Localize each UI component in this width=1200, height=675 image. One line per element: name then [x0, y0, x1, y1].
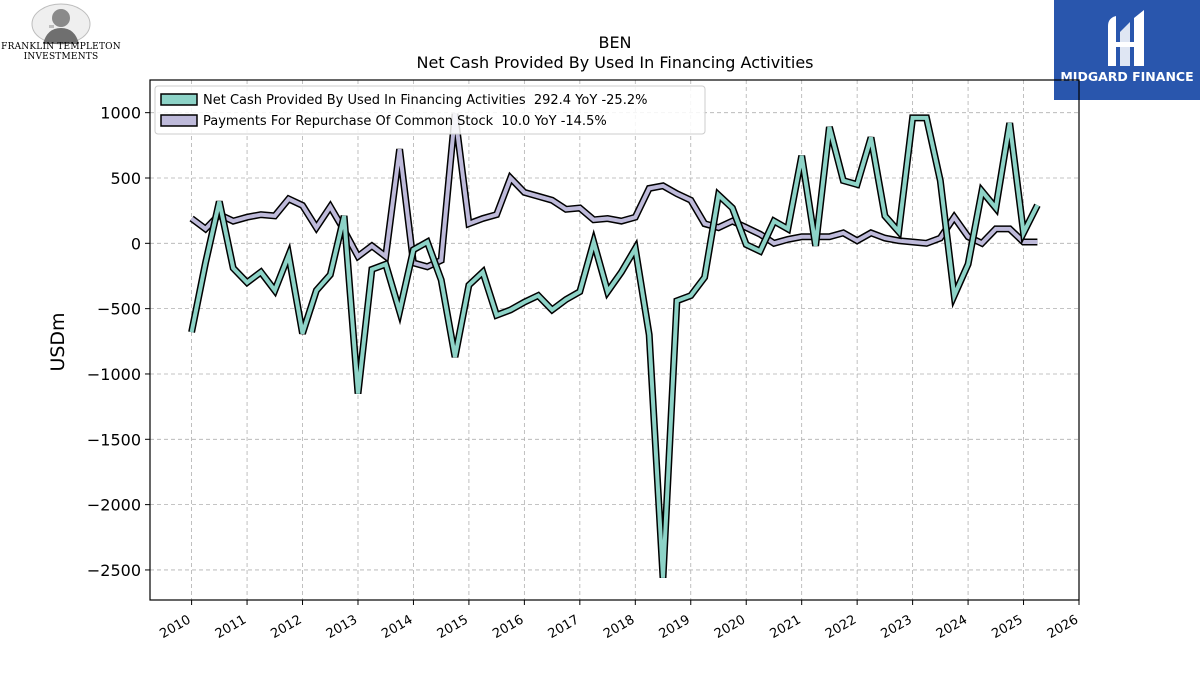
grid-lines	[150, 80, 1080, 600]
legend-swatch-repurchase	[160, 114, 198, 127]
midgard-finance-name: MIDGARD FINANCE	[1060, 69, 1194, 84]
y-tick-label: −1500	[87, 430, 141, 449]
y-tick-label: 1000	[100, 104, 141, 123]
x-tick-label: 2021	[768, 612, 804, 642]
legend-swatch-net-cash	[160, 93, 198, 106]
x-tick-label: 2014	[379, 612, 415, 642]
y-tick-label: −1000	[87, 365, 141, 384]
x-tick-label: 2022	[823, 612, 859, 642]
x-tick-label: 2017	[546, 612, 582, 642]
x-tick-label: 2010	[157, 612, 193, 642]
x-tick-label: 2024	[934, 612, 970, 642]
y-tick-label: −500	[97, 300, 141, 319]
logo-line-1: FRANKLIN TEMPLETON	[1, 42, 121, 52]
y-tick-label: −2000	[87, 496, 141, 515]
chart-title: BEN	[598, 33, 631, 52]
series-line	[190, 113, 1038, 269]
y-tick-label: −2500	[87, 561, 141, 580]
plot-frame	[149, 79, 1080, 601]
legend-label-repurchase: Payments For Repurchase Of Common Stock …	[203, 114, 607, 129]
x-tick-label: 2025	[989, 612, 1025, 642]
x-tick-label: 2019	[657, 612, 693, 642]
series-outline	[188, 114, 1041, 578]
series-lines	[188, 113, 1041, 578]
x-tick-label: 2016	[490, 612, 526, 642]
y-tick-label: 0	[131, 234, 141, 253]
y-tick-label: 500	[110, 169, 141, 188]
axis-ticks: 2010 2011 2012 2013 2014 2015 2016 2017 2018 2019…	[87, 104, 1081, 642]
x-tick-label: 2023	[878, 612, 914, 642]
x-tick-label: 2020	[712, 612, 748, 642]
franklin-templeton-logo: FRANKLIN TEMPLETON INVESTMENTS	[0, 0, 122, 68]
x-tick-label: 2013	[324, 612, 360, 642]
portrait-seal-icon	[31, 3, 91, 45]
legend-box	[154, 85, 706, 135]
x-tick-label: 2015	[435, 612, 471, 642]
logo-line-2: INVESTMENTS	[23, 52, 99, 62]
legend-label-net-cash: Net Cash Provided By Used In Financing A…	[203, 93, 647, 108]
midgard-finance-logo: MIDGARD FINANCE	[1054, 0, 1200, 100]
x-tick-label: 2026	[1045, 612, 1081, 642]
midgard-monogram-icon	[1108, 10, 1144, 66]
legend: Net Cash Provided By Used In Financing A…	[154, 85, 706, 135]
x-tick-label: 2012	[268, 612, 304, 642]
y-axis-label: USDm	[47, 312, 69, 371]
x-tick-label: 2018	[601, 612, 637, 642]
x-tick-label: 2011	[213, 612, 249, 642]
series-line	[189, 115, 1040, 578]
chart-subtitle: Net Cash Provided By Used In Financing A…	[416, 53, 813, 72]
